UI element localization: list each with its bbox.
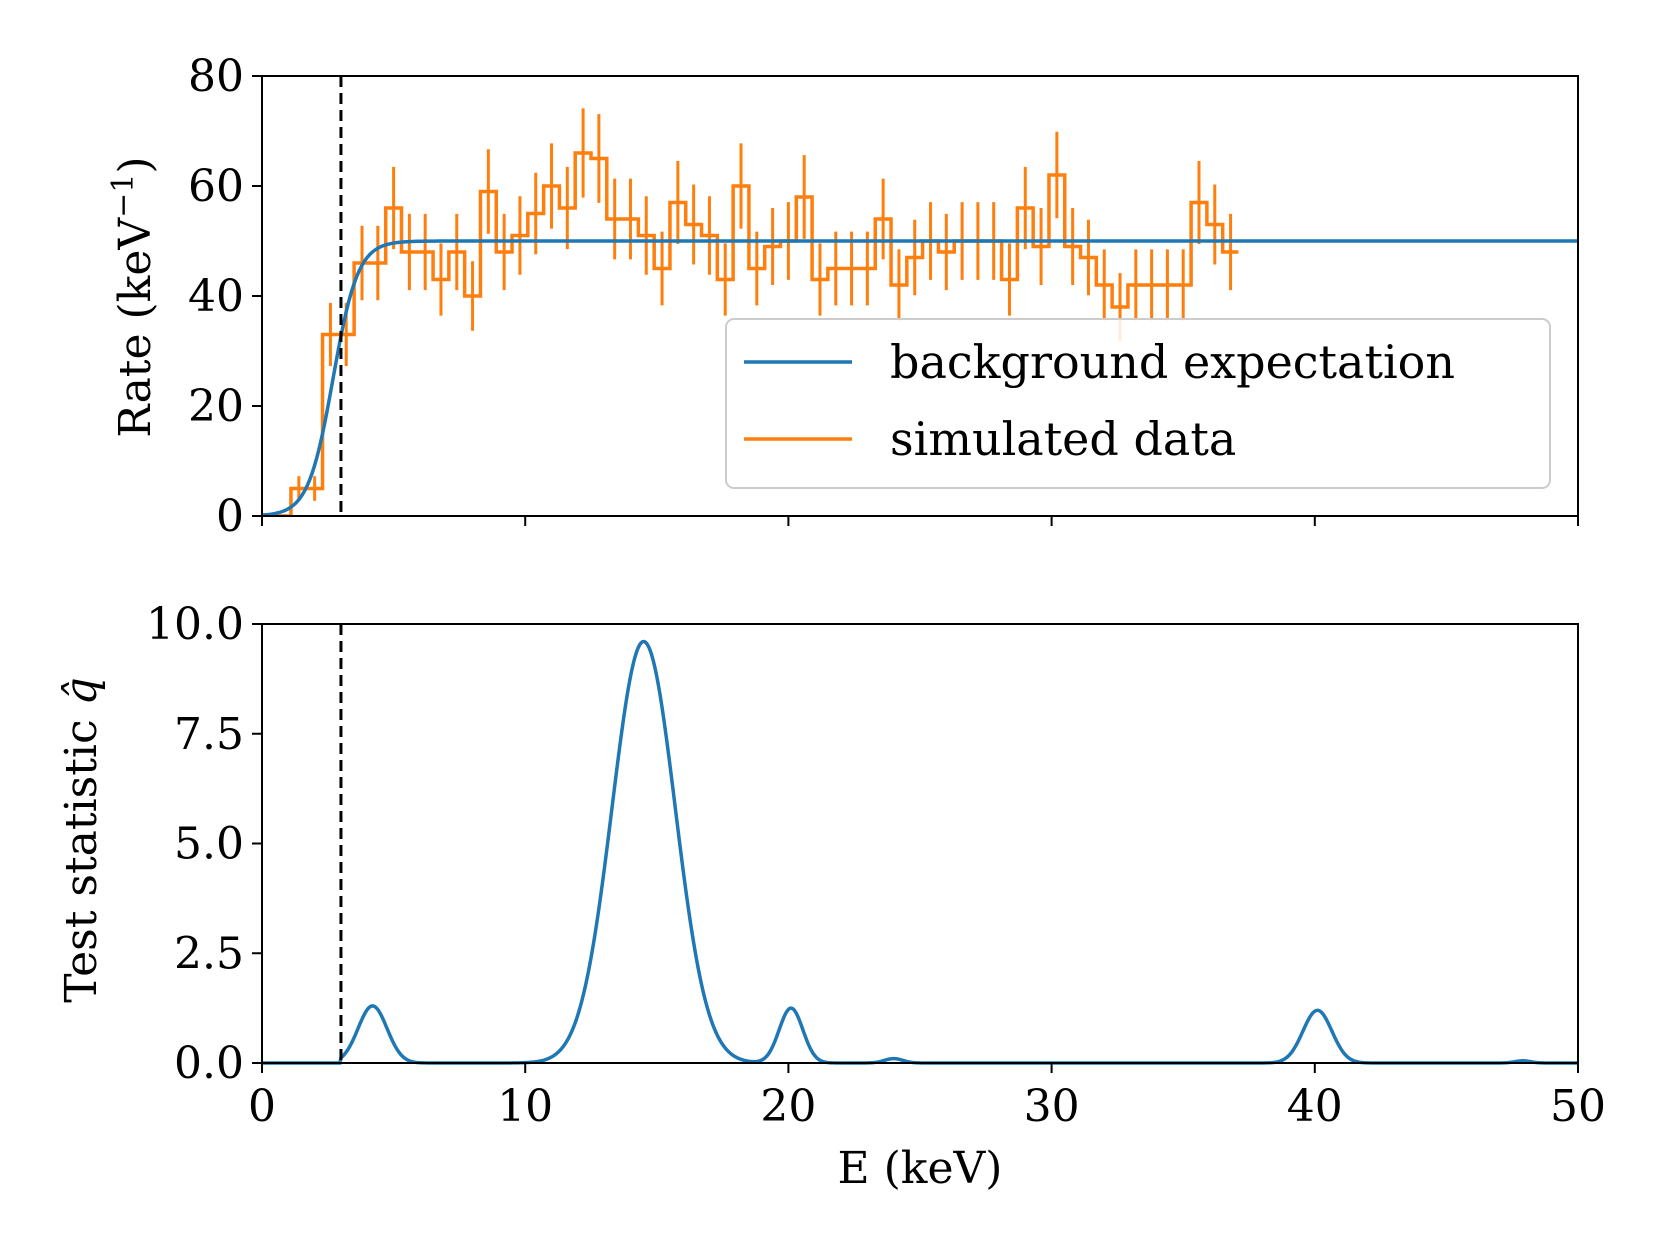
test-statistic-y-tick-label: 7.5 xyxy=(174,709,244,760)
legend-label-simulated: simulated data xyxy=(890,412,1236,466)
rate-y-tick-label: 0 xyxy=(216,491,244,542)
energy-x-axis-label: E (keV) xyxy=(838,1143,1003,1194)
rate-series-layer xyxy=(262,108,1578,516)
test-statistic-panel: 0.0 2.5 5.0 7.5 10.0 0 10 20 30 40 50 Test statist… xyxy=(56,599,1606,1194)
rate-axis-ticks: 0 20 40 60 80 xyxy=(188,51,1579,542)
energy-x-tick-label: 40 xyxy=(1287,1081,1343,1132)
rate-y-tick-label: 60 xyxy=(188,161,244,212)
legend: background expectation simulated data xyxy=(725,318,1551,489)
legend-box xyxy=(725,318,1551,489)
test-statistic-y-axis-label: Test statistic q̂ xyxy=(56,677,107,1003)
energy-x-tick-label: 20 xyxy=(760,1081,816,1132)
rate-y-tick-label: 20 xyxy=(188,381,244,432)
test-statistic-curve xyxy=(262,639,1578,1065)
rate-clipped-area xyxy=(262,108,1578,516)
simulated-data-step-line xyxy=(275,151,1239,516)
rate-panel: 0 20 40 60 80 Rate (keV−1) background expect… xyxy=(106,51,1579,542)
test-statistic-axis-ticks: 0.0 2.5 5.0 7.5 10.0 0 10 20 30 40 50 xyxy=(146,599,1606,1132)
rate-y-tick-label: 80 xyxy=(188,51,244,102)
energy-x-tick-label: 50 xyxy=(1550,1081,1606,1132)
test-statistic-y-tick-label: 10.0 xyxy=(146,599,244,650)
test-statistic-y-tick-label: 5.0 xyxy=(174,819,244,870)
energy-x-tick-label: 30 xyxy=(1024,1081,1080,1132)
energy-x-tick-label: 10 xyxy=(497,1081,553,1132)
test-statistic-y-tick-label: 0.0 xyxy=(174,1038,244,1089)
energy-x-tick-label: 0 xyxy=(248,1081,276,1132)
test-statistic-plot-frame xyxy=(261,623,1579,1064)
test-statistic-series-layer xyxy=(262,639,1578,1065)
legend-label-background: background expectation xyxy=(890,335,1455,389)
rate-y-axis-label: Rate (keV−1) xyxy=(106,156,162,437)
rate-y-tick-label: 40 xyxy=(188,271,244,322)
background-expectation-line xyxy=(262,239,1578,516)
test-statistic-y-tick-label: 2.5 xyxy=(174,928,244,979)
